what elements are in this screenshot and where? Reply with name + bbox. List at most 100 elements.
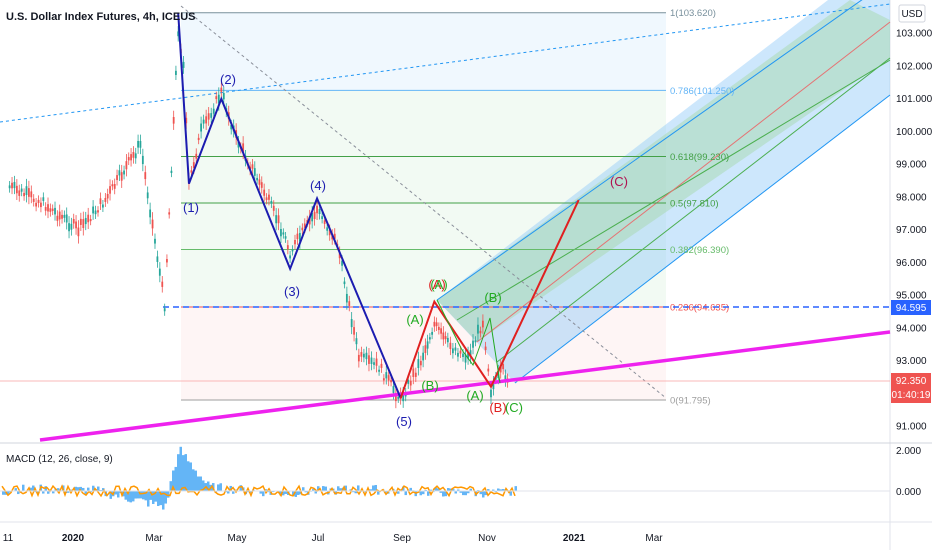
macd-bar [462, 491, 465, 496]
macd-bar [217, 484, 220, 491]
candle-body [161, 281, 164, 287]
candle-body [65, 214, 68, 223]
pitchfork-lower [514, 94, 891, 384]
macd-bar [2, 491, 5, 495]
candle-body [504, 375, 507, 381]
candle-body [313, 211, 316, 220]
pitchfork-median [476, 21, 891, 343]
candle-body [373, 362, 375, 365]
macd-label: MACD (12, 26, close, 9) [6, 454, 113, 465]
macd-bar [492, 489, 495, 491]
wave-4-label: (4) [310, 178, 326, 193]
candle-body [127, 157, 130, 161]
candle-body [272, 205, 275, 211]
candle-body [182, 61, 185, 68]
candle-body [111, 184, 114, 187]
wave-lines [177, 12, 580, 399]
candle-body [301, 227, 304, 231]
candle-body [412, 368, 415, 377]
candle-body [482, 320, 484, 328]
macd-bar [317, 486, 320, 491]
candle-body [291, 249, 294, 252]
candle-body [472, 340, 474, 348]
macd-bar [352, 491, 355, 493]
fib-retracement-zones [181, 12, 666, 400]
candle-body [79, 218, 82, 225]
candle-body [82, 219, 85, 229]
macd-bar [127, 491, 130, 502]
candle-body [435, 322, 438, 327]
macd-bar [227, 491, 230, 494]
candle-body [442, 332, 445, 340]
macd-bar [89, 491, 92, 493]
candle-body [402, 393, 405, 402]
macd-bar [117, 491, 120, 498]
price-tick: 101.000 [896, 94, 932, 105]
candle-body [192, 162, 195, 169]
candle-body [467, 352, 469, 359]
macd-bar [467, 491, 470, 494]
macd-bar [137, 491, 140, 499]
candle-body [35, 202, 38, 207]
macd-bar [452, 489, 455, 491]
candle-body [8, 185, 11, 189]
macd-bar [454, 491, 457, 494]
pitchfork-inner-lower [496, 57, 891, 363]
pitchfork-upper [436, 0, 863, 301]
macd-bar [484, 491, 487, 496]
candle-body [54, 207, 56, 215]
candle-body [146, 192, 149, 199]
fib-label: 0.382(96.390) [670, 245, 729, 256]
candle-body [490, 389, 492, 398]
macd-bar [22, 484, 25, 491]
candle-body [13, 181, 16, 189]
time-label: 2020 [62, 533, 85, 544]
corrective-wave [399, 199, 580, 399]
candle-body [433, 321, 436, 327]
currency-button[interactable]: USD [898, 4, 926, 23]
candle-body [170, 170, 173, 173]
macd-bar [377, 491, 380, 495]
time-axis[interactable]: 11 2020 Mar May Jul Sep Nov 2021 Mar [3, 533, 663, 544]
macd-bar [372, 485, 375, 491]
macd-bar [29, 487, 32, 491]
candle-body [125, 161, 128, 170]
reference-price-text: 94.595 [896, 303, 927, 314]
currency-label: USD [901, 9, 922, 20]
macd-bar [469, 488, 472, 491]
macd-tick-0: 0.000 [896, 487, 921, 498]
candle-body [338, 252, 341, 259]
macd-bar [179, 446, 182, 491]
candle-body [437, 326, 440, 330]
candle-body [156, 256, 159, 262]
macd-bar [114, 491, 117, 495]
candle-body [58, 211, 61, 220]
candle-body [87, 214, 90, 223]
price-axis[interactable]: 103.000 102.000 101.000 100.000 99.000 98.000… [896, 29, 932, 433]
macd-bar [427, 491, 430, 496]
candle-body [89, 218, 92, 222]
time-label: Mar [645, 533, 663, 544]
candle-body [368, 355, 370, 364]
candle-body [357, 354, 360, 362]
fib-levels: 1(103.620) 0.786(101.250) 0.618(99.230) 0.5… [181, 8, 734, 406]
macd-bar [384, 491, 387, 493]
macd-bar [442, 491, 445, 497]
wave-b-label-red: (B) [489, 400, 506, 415]
macd-bar [164, 491, 167, 504]
impulse-wave [177, 12, 402, 399]
candle-body [175, 70, 177, 75]
macd-bar [82, 487, 85, 491]
candle-body [414, 372, 417, 377]
candle-body [419, 360, 422, 366]
price-tick: 95.000 [896, 291, 927, 302]
candle-body [185, 117, 188, 124]
candle-body [345, 293, 348, 303]
macd-bar [154, 491, 157, 502]
macd-bar [162, 491, 165, 510]
candle-body [144, 172, 147, 180]
candle-body [268, 194, 270, 200]
price-tick: 99.000 [896, 160, 927, 171]
fib-zone [181, 249, 666, 307]
